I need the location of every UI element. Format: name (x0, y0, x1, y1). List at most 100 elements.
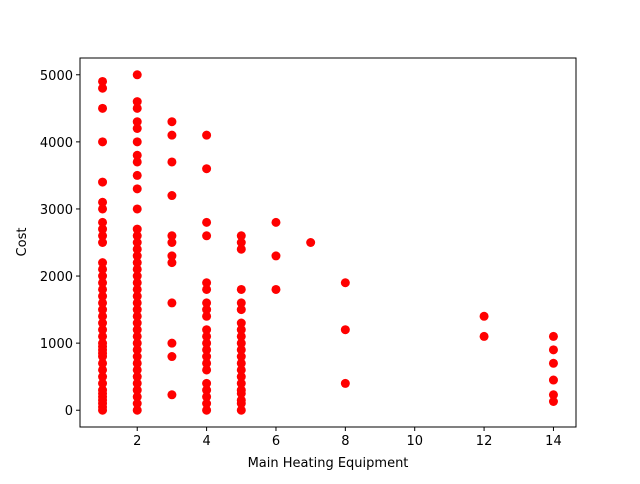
point (236, 305, 246, 315)
point (132, 231, 142, 241)
point (202, 352, 212, 362)
point (132, 244, 142, 254)
point (98, 177, 108, 187)
point (132, 150, 142, 160)
point (132, 224, 142, 234)
x-tick-label: 10 (406, 434, 423, 449)
point (167, 352, 177, 362)
point (132, 392, 142, 402)
point (132, 278, 142, 288)
point (202, 378, 212, 388)
point (98, 291, 108, 301)
point (202, 130, 212, 140)
point (132, 365, 142, 375)
point (236, 298, 246, 308)
point (236, 352, 246, 362)
point (98, 372, 108, 382)
point (132, 284, 142, 294)
point (98, 197, 108, 207)
point (98, 365, 108, 375)
point (236, 405, 246, 415)
point (132, 103, 142, 113)
point (236, 231, 246, 241)
point (202, 358, 212, 368)
point (98, 378, 108, 388)
x-tick-label: 14 (545, 434, 562, 449)
point (98, 271, 108, 281)
point (132, 305, 142, 315)
point (271, 217, 281, 227)
point (98, 331, 108, 341)
point (548, 375, 558, 385)
point (98, 284, 108, 294)
point (98, 238, 108, 247)
point (98, 231, 108, 241)
point (202, 385, 212, 395)
point (167, 338, 177, 348)
point (132, 298, 142, 308)
point (167, 191, 177, 201)
point (98, 224, 108, 234)
point (98, 305, 108, 315)
point (340, 378, 350, 388)
point (98, 83, 108, 93)
point (132, 338, 142, 348)
point (548, 397, 558, 407)
point (98, 264, 108, 274)
point (236, 372, 246, 382)
point (167, 117, 177, 127)
point (132, 358, 142, 368)
point (236, 378, 246, 388)
point (271, 251, 281, 261)
point (236, 238, 246, 247)
point (548, 345, 558, 355)
y-tick-label: 0 (65, 404, 73, 419)
y-tick-label: 1000 (40, 337, 73, 352)
point (98, 298, 108, 308)
y-tick-label: 5000 (40, 69, 73, 84)
point (132, 385, 142, 395)
point (132, 291, 142, 301)
point (340, 278, 350, 288)
point (132, 405, 142, 415)
point (98, 311, 108, 321)
point (236, 331, 246, 341)
point (479, 311, 489, 321)
x-tick-label: 8 (341, 434, 349, 449)
point (202, 231, 212, 241)
y-axis-label: Cost (15, 228, 30, 257)
point (98, 137, 108, 147)
point (132, 271, 142, 281)
point (132, 325, 142, 335)
point (271, 284, 281, 294)
point (132, 123, 142, 133)
point (132, 251, 142, 261)
point (236, 338, 246, 348)
point (548, 390, 558, 400)
point (132, 352, 142, 362)
point (479, 331, 489, 341)
point (202, 392, 212, 402)
point (167, 251, 177, 261)
point (98, 258, 108, 268)
point (202, 305, 212, 315)
point (98, 217, 108, 227)
point (340, 325, 350, 335)
point (132, 345, 142, 355)
point (202, 405, 212, 415)
point (236, 345, 246, 355)
point (202, 338, 212, 348)
point (202, 164, 212, 174)
point (167, 238, 177, 247)
point (202, 325, 212, 335)
point (236, 325, 246, 335)
plot-frame (79, 57, 577, 428)
point (548, 331, 558, 341)
point (132, 372, 142, 382)
point (167, 298, 177, 308)
point (132, 184, 142, 194)
point (132, 137, 142, 147)
point (98, 358, 108, 368)
point (132, 378, 142, 388)
